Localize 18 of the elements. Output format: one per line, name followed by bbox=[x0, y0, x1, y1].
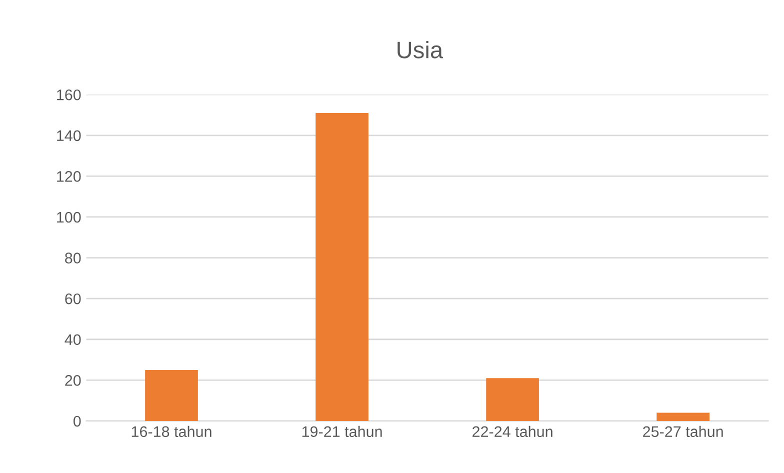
y-tick-label: 20 bbox=[65, 375, 81, 386]
chart-title: Usia bbox=[398, 41, 444, 58]
bar bbox=[486, 378, 539, 421]
y-tick-label: 60 bbox=[65, 293, 81, 304]
y-tick-label: 160 bbox=[57, 89, 81, 100]
y-tick-label: 140 bbox=[57, 130, 81, 142]
y-tick-label: 120 bbox=[57, 171, 81, 182]
y-tick-label: 40 bbox=[64, 334, 81, 346]
bar bbox=[656, 412, 710, 421]
x-tick-label: 19-21 tahun bbox=[302, 426, 382, 438]
y-tick-label: 80 bbox=[65, 252, 81, 264]
x-tick-label: 16-18 tahun bbox=[132, 426, 212, 438]
bar bbox=[145, 370, 198, 421]
x-tick-label: 25-27 tahun bbox=[643, 426, 723, 438]
y-tick-label: 0 bbox=[73, 416, 81, 427]
y-tick-label: 100 bbox=[57, 212, 81, 223]
x-tick-label: 22-24 tahun bbox=[472, 426, 552, 438]
bar bbox=[316, 112, 368, 421]
